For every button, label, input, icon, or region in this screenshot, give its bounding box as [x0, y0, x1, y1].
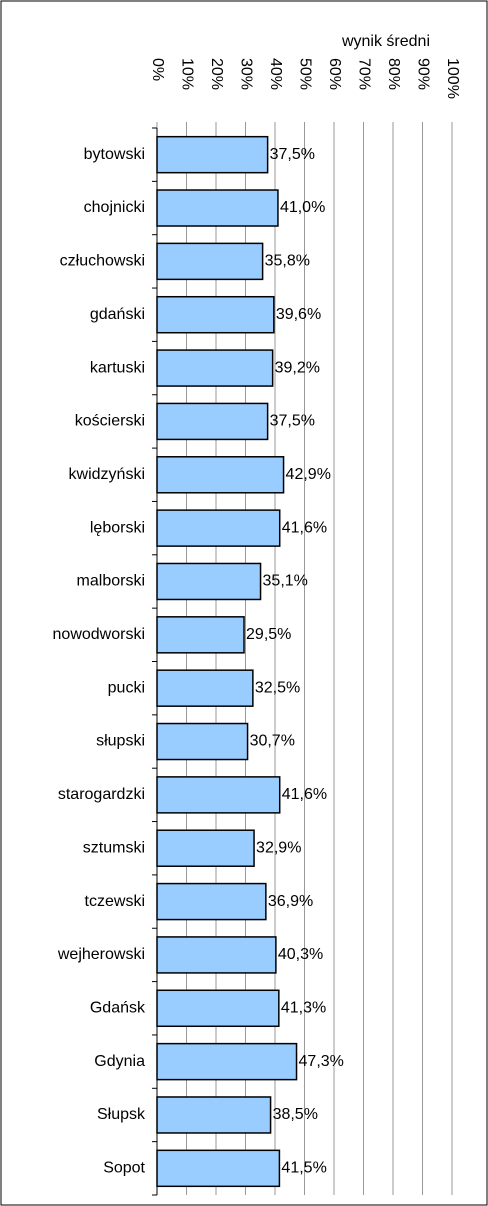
y-tick-label: człuchowski	[60, 253, 145, 270]
x-tick-label: 30%	[237, 58, 254, 90]
value-label: 30,7%	[250, 733, 295, 750]
value-label: 41,0%	[280, 199, 325, 216]
value-label: 32,9%	[256, 839, 301, 856]
bar	[156, 1149, 281, 1188]
bar	[156, 989, 280, 1028]
bar	[156, 669, 254, 707]
y-tick-label: Gdynia	[94, 1053, 145, 1070]
x-tick-label: 20%	[208, 58, 225, 90]
bar	[156, 829, 255, 867]
x-tick-label: 70%	[355, 58, 372, 90]
value-label: 36,9%	[268, 893, 313, 910]
bar	[156, 295, 275, 334]
y-tick-label: bytowski	[84, 146, 145, 163]
y-tick-label: kwidzyński	[69, 466, 145, 483]
y-tick-label: Słupsk	[97, 1106, 146, 1123]
y-tick-label: wejherowski	[57, 946, 145, 963]
x-tick-label: 0%	[149, 58, 166, 81]
y-tick-label: pucki	[108, 679, 145, 696]
bar	[156, 616, 245, 654]
y-tick-label: tczewski	[85, 893, 145, 910]
value-label: 35,1%	[263, 573, 308, 590]
value-label: 41,6%	[282, 519, 327, 536]
chart-title: wynik średni	[341, 33, 430, 50]
y-tick-label: lęborski	[90, 519, 145, 536]
value-label: 39,2%	[275, 359, 320, 376]
x-tick-label: 60%	[326, 58, 343, 90]
x-tick-label: 90%	[414, 58, 431, 90]
value-label: 47,3%	[299, 1053, 344, 1070]
value-label: 32,5%	[255, 679, 300, 696]
y-tick-label: malborski	[77, 573, 145, 590]
value-label: 41,5%	[281, 1160, 326, 1177]
value-label: 40,3%	[278, 946, 323, 963]
value-label: 37,5%	[270, 413, 315, 430]
bar	[156, 135, 269, 174]
bar	[156, 936, 277, 974]
y-tick-label: nowodworski	[53, 626, 145, 643]
value-label: 39,6%	[276, 306, 321, 323]
x-tick-label: 80%	[385, 58, 402, 90]
bar	[156, 1096, 272, 1134]
bar	[156, 509, 281, 547]
value-label: 42,9%	[286, 466, 331, 483]
bar	[156, 562, 262, 601]
value-label: 38,5%	[273, 1106, 318, 1123]
y-tick-label: starogardzki	[58, 786, 145, 803]
value-label: 35,8%	[265, 253, 310, 270]
value-label: 41,3%	[281, 999, 326, 1016]
bar	[156, 456, 285, 494]
bar	[156, 349, 274, 387]
bar	[156, 1042, 298, 1081]
y-tick-label: chojnicki	[84, 199, 145, 216]
y-tick-label: kościerski	[75, 413, 145, 430]
bar	[156, 776, 281, 814]
y-tick-label: gdański	[90, 306, 145, 323]
x-tick-label: 10%	[178, 58, 195, 90]
bar	[156, 882, 267, 921]
y-tick-label: kartuski	[90, 359, 145, 376]
bar	[156, 722, 249, 761]
bar	[156, 242, 264, 281]
value-label: 29,5%	[246, 626, 291, 643]
y-tick-label: sztumski	[83, 839, 145, 856]
bar	[156, 402, 269, 441]
x-tick-label: 40%	[267, 58, 284, 90]
value-label: 37,5%	[270, 146, 315, 163]
x-tick-label: 100%	[444, 58, 461, 99]
y-tick-label: Gdańsk	[90, 999, 146, 1016]
x-tick-label: 50%	[296, 58, 313, 90]
y-tick-label: Sopot	[103, 1160, 145, 1177]
value-label: 41,6%	[282, 786, 327, 803]
y-tick-label: słupski	[96, 733, 145, 750]
bar	[156, 189, 279, 227]
